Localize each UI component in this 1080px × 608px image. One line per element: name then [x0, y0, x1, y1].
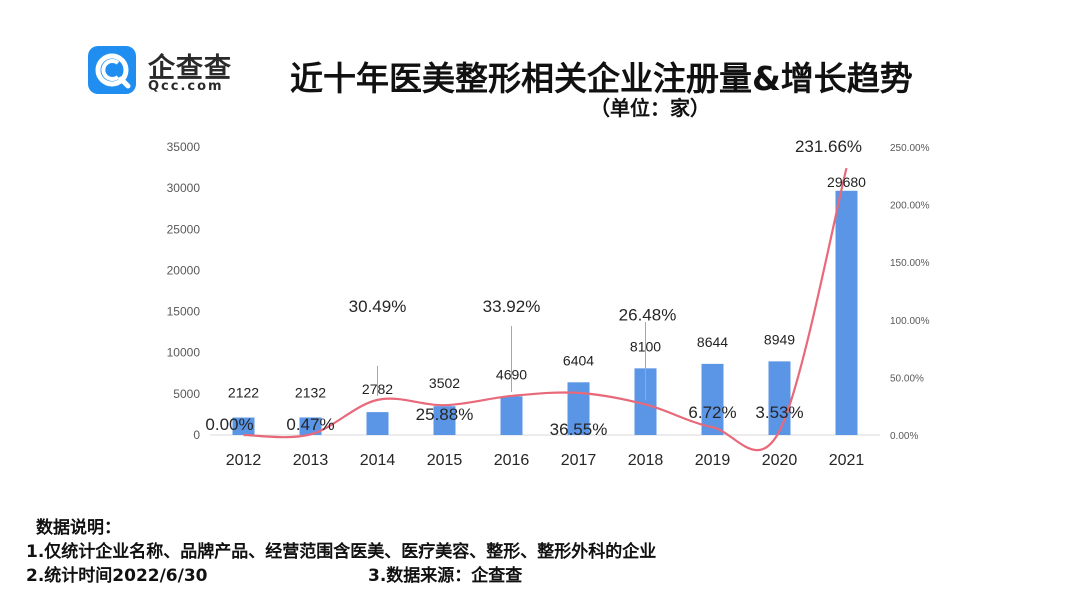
- y-left-tick-label: 20000: [167, 263, 201, 277]
- bar-value-label: 8949: [764, 331, 795, 347]
- y-left-tick-label: 25000: [167, 222, 201, 236]
- bar: [500, 396, 523, 435]
- notes-heading: 数据说明：: [36, 518, 121, 538]
- y-right-tick-label: 150.00%: [890, 258, 930, 269]
- bar: [299, 417, 322, 435]
- brand-logo: 企查查 Qcc.com: [88, 46, 248, 96]
- y-left-tick-label: 15000: [167, 305, 201, 319]
- bar-value-label: 8644: [697, 334, 728, 350]
- bar: [433, 406, 456, 435]
- bar-value-label: 6404: [563, 352, 594, 368]
- bar-value-label: 2132: [295, 384, 326, 400]
- y-right-tick-label: 0.00%: [890, 431, 918, 442]
- growth-value-label: 231.66%: [795, 137, 862, 156]
- y-left-tick-label: 10000: [167, 346, 201, 360]
- bar: [835, 190, 858, 435]
- logo-domain: Qcc.com: [148, 79, 224, 94]
- bar: [701, 363, 724, 435]
- bar: [232, 417, 255, 435]
- x-tick-label: 2018: [628, 452, 664, 469]
- y-right-tick-label: 250.00%: [890, 143, 930, 154]
- y-left-tick-label: 5000: [173, 387, 200, 401]
- notes-line-2: 2.统计时间2022/6/30: [26, 566, 208, 586]
- x-tick-label: 2020: [762, 452, 798, 469]
- data-notes: 数据说明： 1.仅统计企业名称、品牌产品、经营范围含医美、医疗美容、整形、整形外…: [26, 516, 656, 588]
- x-tick-label: 2017: [561, 452, 597, 469]
- y-right-tick-label: 50.00%: [890, 373, 924, 384]
- x-tick-label: 2019: [695, 452, 731, 469]
- bar: [768, 361, 791, 435]
- y-right-tick-label: 100.00%: [890, 316, 930, 327]
- bar-value-label: 2122: [228, 385, 259, 401]
- growth-value-label: 0.47%: [286, 415, 334, 434]
- growth-value-label: 26.48%: [619, 305, 677, 324]
- growth-value-label: 6.72%: [688, 403, 736, 422]
- qcc-logo-icon: [88, 46, 136, 94]
- x-tick-label: 2015: [427, 452, 463, 469]
- y-left-tick-label: 35000: [167, 140, 201, 154]
- x-tick-label: 2012: [226, 452, 262, 469]
- y-left-tick-label: 30000: [167, 181, 201, 195]
- x-tick-label: 2014: [360, 452, 396, 469]
- growth-value-label: 0.00%: [205, 415, 253, 434]
- growth-value-label: 25.88%: [416, 405, 474, 424]
- growth-value-label: 30.49%: [349, 297, 407, 316]
- x-tick-label: 2016: [494, 452, 530, 469]
- logo-name: 企查查: [148, 53, 232, 84]
- growth-value-label: 33.92%: [483, 297, 541, 316]
- bar-value-label: 29680: [827, 174, 866, 190]
- combo-chart: 0 5000 10000 15000 20000 25000 30000 35000 0.00%…: [167, 137, 930, 469]
- chart-title: 近十年医美整形相关企业注册量&增长趋势: [290, 59, 913, 98]
- bar: [567, 382, 590, 435]
- growth-value-label: 3.53%: [755, 403, 803, 422]
- x-tick-label: 2013: [293, 452, 329, 469]
- bar: [366, 412, 389, 435]
- chart-unit: （单位：家）: [590, 96, 710, 120]
- growth-line: [243, 167, 848, 452]
- notes-line-3: 3.数据来源：企查查: [368, 566, 523, 586]
- bar: [634, 368, 657, 435]
- bar-value-label: 3502: [429, 375, 460, 391]
- growth-value-label: 36.55%: [550, 420, 608, 439]
- y-left-tick-label: 0: [193, 428, 200, 442]
- notes-line-1: 1.仅统计企业名称、品牌产品、经营范围含医美、医疗美容、整形、整形外科的企业: [26, 542, 657, 562]
- notes-line-2-row: 2.统计时间2022/6/30 3.数据来源：企查查: [26, 564, 656, 588]
- y-right-tick-label: 200.00%: [890, 201, 930, 212]
- x-tick-label: 2021: [829, 452, 865, 469]
